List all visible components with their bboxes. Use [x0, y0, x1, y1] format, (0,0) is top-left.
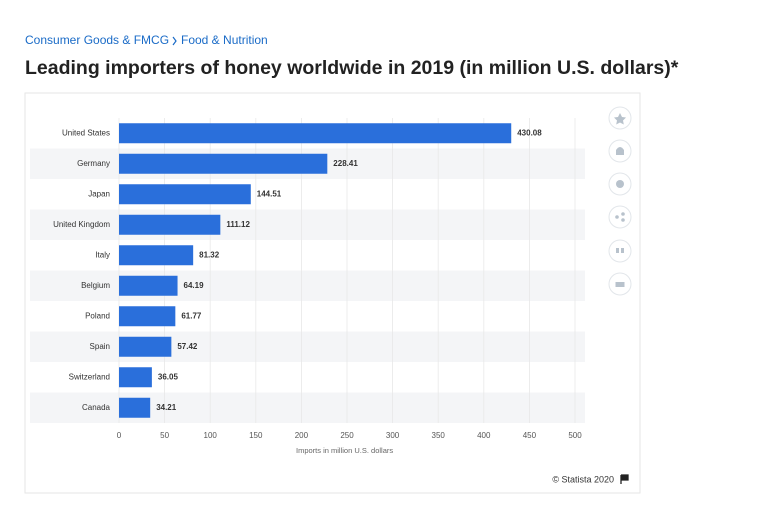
y-tick-label: United Kingdom — [53, 220, 110, 229]
data-label: 81.32 — [199, 250, 220, 259]
y-tick-label: United States — [62, 128, 110, 137]
bar — [119, 245, 194, 266]
y-tick-label: Spain — [90, 342, 110, 351]
data-label: 430.08 — [517, 128, 542, 137]
bar — [119, 367, 152, 388]
y-tick-label: Germany — [77, 159, 110, 168]
y-tick-label: Canada — [82, 403, 111, 412]
breadcrumb-item[interactable]: Food & Nutrition — [181, 33, 268, 47]
row-band — [30, 392, 585, 423]
cite-button[interactable] — [608, 239, 632, 263]
data-label: 34.21 — [156, 403, 177, 412]
bar — [119, 153, 328, 174]
row-band — [30, 209, 585, 240]
x-tick-label: 150 — [249, 431, 263, 440]
data-label: 36.05 — [158, 372, 179, 381]
data-label: 228.41 — [333, 159, 358, 168]
bar — [119, 397, 151, 418]
x-tick-label: 350 — [432, 431, 446, 440]
y-tick-label: Poland — [85, 311, 110, 320]
data-label: 111.12 — [226, 220, 250, 229]
breadcrumb-separator — [172, 36, 177, 46]
x-tick-label: 50 — [160, 431, 169, 440]
data-label: 144.51 — [257, 189, 282, 198]
bar — [119, 336, 172, 357]
x-tick-label: 500 — [568, 431, 582, 440]
share-button[interactable] — [608, 205, 632, 229]
source[interactable]: © Statista 2020 — [552, 474, 614, 484]
x-tick-label: 100 — [204, 431, 218, 440]
x-tick-label: 250 — [340, 431, 354, 440]
toolbar — [608, 106, 632, 296]
bar — [119, 306, 176, 327]
y-tick-label: Switzerland — [69, 372, 110, 381]
y-tick-label: Japan — [88, 189, 110, 198]
bar — [119, 275, 178, 296]
data-label: 61.77 — [181, 311, 202, 320]
data-label: 64.19 — [184, 281, 205, 290]
x-tick-label: 450 — [523, 431, 537, 440]
bar — [119, 214, 221, 235]
chart-title: Leading importers of honey worldwide in … — [25, 57, 679, 79]
row-band — [30, 331, 585, 362]
bar — [119, 123, 512, 144]
flag-icon[interactable] — [620, 474, 629, 484]
bar — [119, 184, 251, 205]
breadcrumb-item[interactable]: Consumer Goods & FMCG — [25, 33, 169, 47]
x-tick-label: 400 — [477, 431, 491, 440]
toolbar-icons — [614, 113, 626, 287]
x-tick-label: 200 — [295, 431, 309, 440]
x-tick-label: 0 — [117, 431, 122, 440]
y-tick-label: Italy — [95, 250, 110, 259]
y-tick-label: Belgium — [81, 281, 110, 290]
data-label: 57.42 — [177, 342, 198, 351]
row-band — [30, 270, 585, 301]
x-axis-label: Imports in million U.S. dollars — [296, 446, 393, 455]
x-tick-label: 300 — [386, 431, 400, 440]
